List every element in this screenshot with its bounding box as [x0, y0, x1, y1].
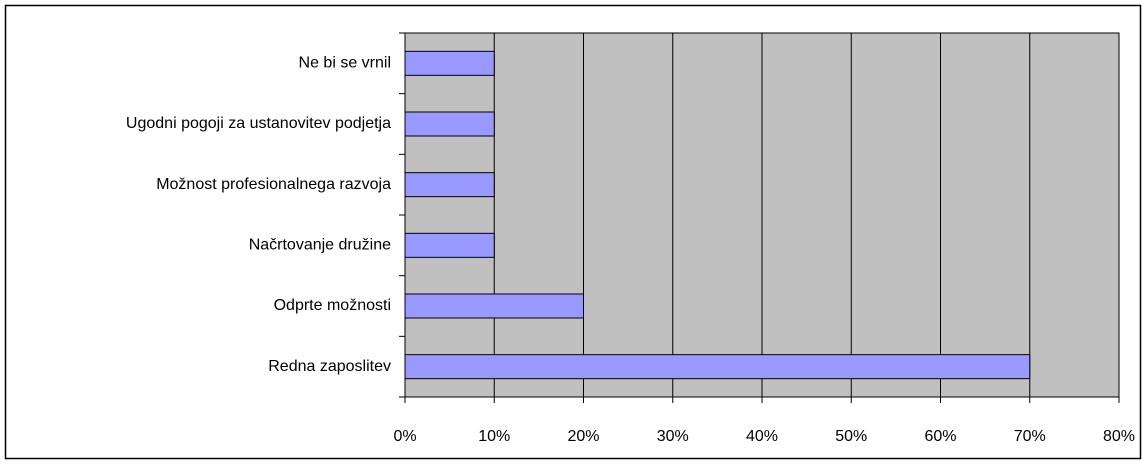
x-tick-label: 0%: [393, 428, 416, 445]
bar: [404, 111, 495, 137]
x-tick-label: 70%: [1014, 428, 1046, 445]
x-tick-label: 20%: [567, 428, 599, 445]
y-tick-label: Odprte možnosti: [274, 297, 391, 314]
bar: [404, 354, 1031, 380]
y-tick-label: Možnost profesionalnega razvoja: [156, 176, 391, 193]
x-tick-label: 30%: [657, 428, 689, 445]
x-tick-label: 80%: [1103, 428, 1135, 445]
x-tick-label: 10%: [478, 428, 510, 445]
bar: [404, 232, 495, 258]
bar: [404, 172, 495, 198]
y-tick-label: Redna zaposlitev: [268, 358, 391, 375]
x-tick-label: 60%: [924, 428, 956, 445]
y-tick-label: Načrtovanje družine: [249, 237, 391, 254]
x-tick-label: 40%: [746, 428, 778, 445]
bar: [404, 293, 584, 319]
x-tick-label: 50%: [835, 428, 867, 445]
y-tick-label: Ne bi se vrnil: [299, 55, 391, 72]
y-tick-label: Ugodni pogoji za ustanovitev podjetja: [126, 115, 391, 132]
bar: [404, 50, 495, 76]
